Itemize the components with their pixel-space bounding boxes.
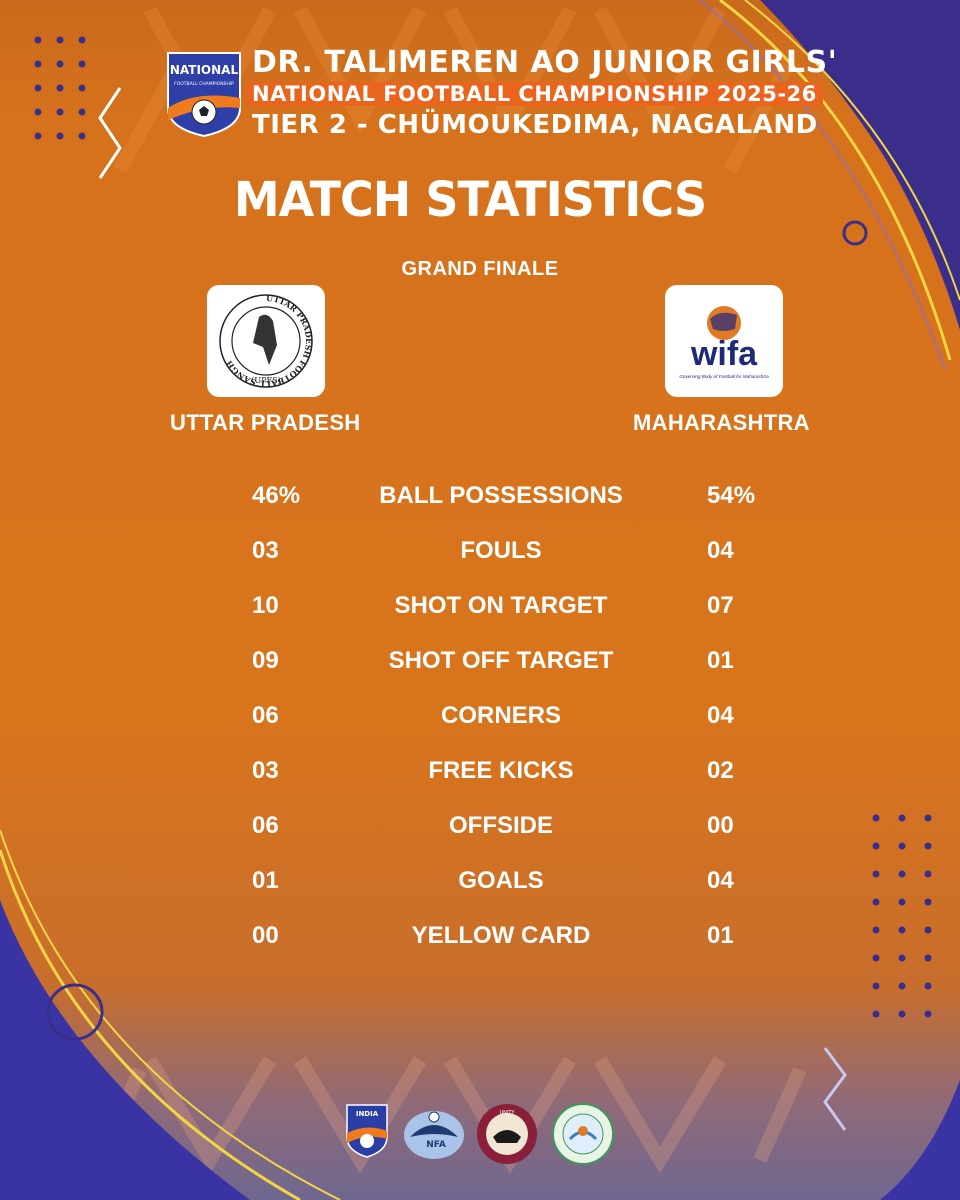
home-stat-value: 06 <box>252 812 279 839</box>
home-stat-value: 46% <box>252 482 301 509</box>
sponsor-3-label: UNITY <box>500 1110 516 1116</box>
footballer-silhouette-icon <box>253 314 277 365</box>
home-team-logo: UTTAR PRADESH FOOTBALL SANGH (UPFS) <box>207 285 325 397</box>
zigzag-deco-right <box>823 1047 847 1131</box>
away-stat-value: 02 <box>707 757 734 784</box>
home-stat-value: 01 <box>252 867 279 894</box>
match-stage: GRAND FINALE <box>401 258 559 280</box>
logo-label: NATIONAL <box>170 63 239 77</box>
away-stat-value: 04 <box>707 537 734 564</box>
national-football-championship-logo: NATIONAL FOOTBALL CHAMPIONSHIP <box>167 52 241 138</box>
zigzag-deco-left <box>98 87 122 179</box>
stat-row-yellow-card: 00 YELLOW CARD 01 <box>0 922 960 962</box>
stat-label: SHOT ON TARGET <box>394 592 608 619</box>
stat-label: CORNERS <box>440 702 561 729</box>
government-of-nagaland-seal-icon: UNITY <box>477 1104 537 1164</box>
away-stat-value: 04 <box>707 702 734 729</box>
stat-row-corners: 06 CORNERS 04 <box>0 702 960 742</box>
home-logo-abbr: (UPFS) <box>251 376 280 385</box>
stat-row-goals: 01 GOALS 04 <box>0 867 960 907</box>
stat-row-free-kicks: 03 FREE KICKS 02 <box>0 757 960 797</box>
stat-row-possession: 46% BALL POSSESSIONS 54% <box>0 482 960 522</box>
nagaland-association-emblem-icon <box>552 1103 614 1165</box>
header-line-2: NATIONAL FOOTBALL CHAMPIONSHIP 2025-26 <box>246 82 823 106</box>
aiff-shield-icon: INDIA <box>346 1104 388 1158</box>
sponsor-2-label: NFA <box>426 1140 446 1150</box>
home-stat-value: 09 <box>252 647 279 674</box>
home-stat-value: 00 <box>252 922 279 949</box>
stat-row-offside: 06 OFFSIDE 00 <box>0 812 960 852</box>
dot-grid-top-left <box>34 36 86 140</box>
stat-label: SHOT OFF TARGET <box>388 647 614 674</box>
stat-label: OFFSIDE <box>448 812 553 839</box>
stat-label: FREE KICKS <box>428 757 574 784</box>
home-stat-value: 10 <box>252 592 279 619</box>
home-stat-value: 03 <box>252 537 279 564</box>
stat-row-shot-on-target: 10 SHOT ON TARGET 07 <box>0 592 960 632</box>
header-line-3: TIER 2 - CHÜMOUKEDIMA, NAGALAND <box>252 110 818 140</box>
header-line-1: DR. TALIMEREN AO JUNIOR GIRLS' <box>252 45 838 80</box>
stat-label: GOALS <box>458 867 544 894</box>
sponsor-1-label: INDIA <box>356 1110 379 1118</box>
away-stat-value: 01 <box>707 922 734 949</box>
stat-row-shot-off-target: 09 SHOT OFF TARGET 01 <box>0 647 960 687</box>
away-stat-value: 04 <box>707 867 734 894</box>
home-team-name: UTTAR PRADESH <box>170 410 361 435</box>
away-team-logo: wifa Governing Body of Football for Maha… <box>665 285 783 397</box>
stat-label: FOULS <box>460 537 542 564</box>
home-stat-value: 06 <box>252 702 279 729</box>
away-stat-value: 00 <box>707 812 734 839</box>
page-title: MATCH STATISTICS <box>233 170 707 228</box>
stat-label: YELLOW CARD <box>411 922 591 949</box>
stat-label: BALL POSSESSIONS <box>379 482 623 509</box>
nfa-mithun-icon: NFA <box>404 1111 464 1159</box>
logo-sublabel: FOOTBALL CHAMPIONSHIP <box>174 81 234 87</box>
purple-sweep-bottom-right <box>880 1080 960 1200</box>
away-stat-value: 01 <box>707 647 734 674</box>
away-stat-value: 54% <box>707 482 756 509</box>
home-stat-value: 03 <box>252 757 279 784</box>
away-logo-text: wifa <box>690 335 758 373</box>
away-team-name: MAHARASHTRA <box>633 410 810 435</box>
stat-row-fouls: 03 FOULS 04 <box>0 537 960 577</box>
ring-deco-bottom <box>46 983 104 1041</box>
away-logo-caption: Governing Body of Football for Maharasht… <box>679 374 769 379</box>
away-stat-value: 07 <box>707 592 734 619</box>
